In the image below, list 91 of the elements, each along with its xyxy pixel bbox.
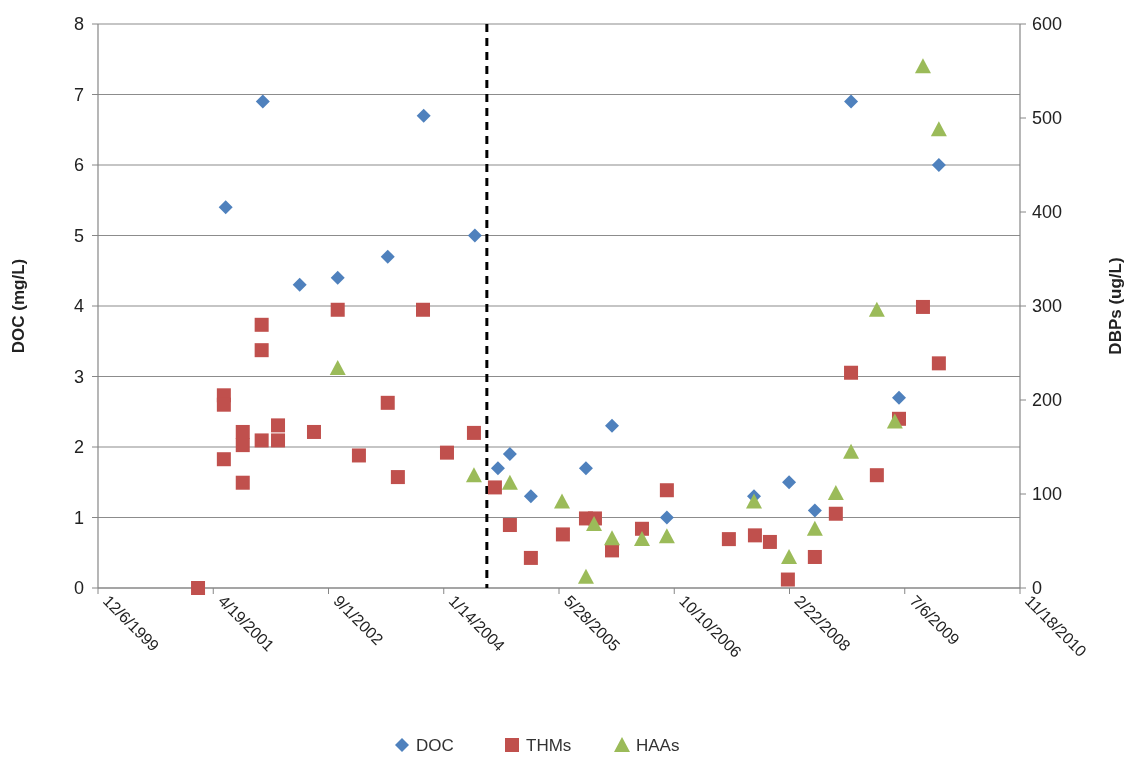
y-tick-label: 8 bbox=[73, 14, 84, 35]
point bbox=[604, 530, 621, 546]
point bbox=[721, 532, 736, 547]
y2-tick-label: 500 bbox=[1032, 108, 1063, 129]
point bbox=[254, 343, 269, 358]
point bbox=[578, 461, 593, 476]
point bbox=[216, 452, 231, 467]
point bbox=[191, 581, 206, 595]
legend-label: HAAs bbox=[636, 735, 680, 755]
point bbox=[807, 503, 822, 518]
point bbox=[659, 510, 674, 525]
y-tick-label: 3 bbox=[73, 366, 84, 387]
point bbox=[605, 418, 620, 433]
point bbox=[931, 158, 946, 172]
point bbox=[780, 572, 795, 587]
point bbox=[502, 518, 517, 533]
point bbox=[914, 58, 931, 74]
point bbox=[658, 528, 675, 544]
point bbox=[886, 413, 903, 429]
point bbox=[659, 483, 674, 498]
point bbox=[306, 424, 321, 439]
point bbox=[490, 461, 505, 476]
point bbox=[292, 277, 307, 292]
point bbox=[216, 397, 231, 412]
point bbox=[747, 528, 762, 543]
point bbox=[439, 445, 454, 460]
point bbox=[330, 302, 345, 317]
y2-tick-label: 100 bbox=[1032, 484, 1063, 505]
y-tick-label: 7 bbox=[73, 84, 84, 105]
y2-tick-label: 300 bbox=[1032, 296, 1063, 317]
point bbox=[843, 443, 860, 459]
point bbox=[467, 228, 482, 243]
point bbox=[868, 301, 885, 317]
point bbox=[465, 467, 482, 483]
point bbox=[330, 270, 345, 285]
point bbox=[218, 200, 233, 215]
point bbox=[416, 302, 431, 317]
y-tick-label: 6 bbox=[73, 155, 84, 176]
y2-axis-title: DBPs (ug/L) bbox=[1106, 257, 1125, 355]
point bbox=[844, 365, 859, 380]
point bbox=[271, 418, 286, 433]
legend-label: DOC bbox=[416, 735, 454, 755]
point bbox=[555, 527, 570, 542]
point bbox=[390, 470, 405, 485]
point bbox=[416, 108, 431, 123]
point bbox=[466, 425, 481, 440]
point bbox=[487, 480, 502, 495]
y2-tick-label: 200 bbox=[1032, 390, 1063, 411]
point bbox=[931, 356, 946, 371]
point bbox=[891, 390, 906, 405]
y2-tick-label: 400 bbox=[1032, 202, 1063, 223]
y-tick-label: 4 bbox=[73, 296, 84, 317]
point bbox=[586, 516, 603, 532]
point bbox=[930, 121, 947, 137]
point bbox=[351, 448, 366, 463]
point bbox=[380, 249, 395, 264]
point bbox=[869, 468, 884, 483]
point bbox=[554, 493, 570, 509]
point bbox=[781, 548, 798, 564]
point bbox=[380, 395, 395, 410]
point bbox=[782, 475, 797, 490]
legend-label: THMs bbox=[526, 735, 572, 755]
point bbox=[329, 360, 346, 376]
point bbox=[806, 520, 823, 536]
point bbox=[827, 485, 844, 501]
point bbox=[762, 534, 777, 549]
point bbox=[633, 531, 650, 547]
y-tick-label: 0 bbox=[73, 578, 84, 599]
point bbox=[807, 549, 822, 564]
point bbox=[523, 550, 538, 565]
y-tick-label: 5 bbox=[73, 225, 84, 246]
point bbox=[235, 424, 250, 439]
point bbox=[271, 433, 286, 448]
point bbox=[828, 506, 843, 521]
point bbox=[502, 447, 517, 462]
point bbox=[235, 475, 250, 490]
y2-tick-label: 600 bbox=[1032, 14, 1063, 35]
point bbox=[577, 568, 594, 584]
point bbox=[634, 521, 649, 536]
point bbox=[501, 474, 518, 490]
point bbox=[746, 493, 762, 509]
y-tick-label: 1 bbox=[73, 507, 84, 528]
point bbox=[254, 317, 269, 332]
point bbox=[254, 433, 269, 448]
point bbox=[523, 489, 538, 504]
y-tick-label: 2 bbox=[73, 437, 84, 458]
point bbox=[844, 94, 859, 109]
point bbox=[235, 438, 250, 453]
y-axis-title: DOC (mg/L) bbox=[9, 258, 28, 354]
point bbox=[915, 299, 930, 314]
point bbox=[255, 94, 270, 109]
